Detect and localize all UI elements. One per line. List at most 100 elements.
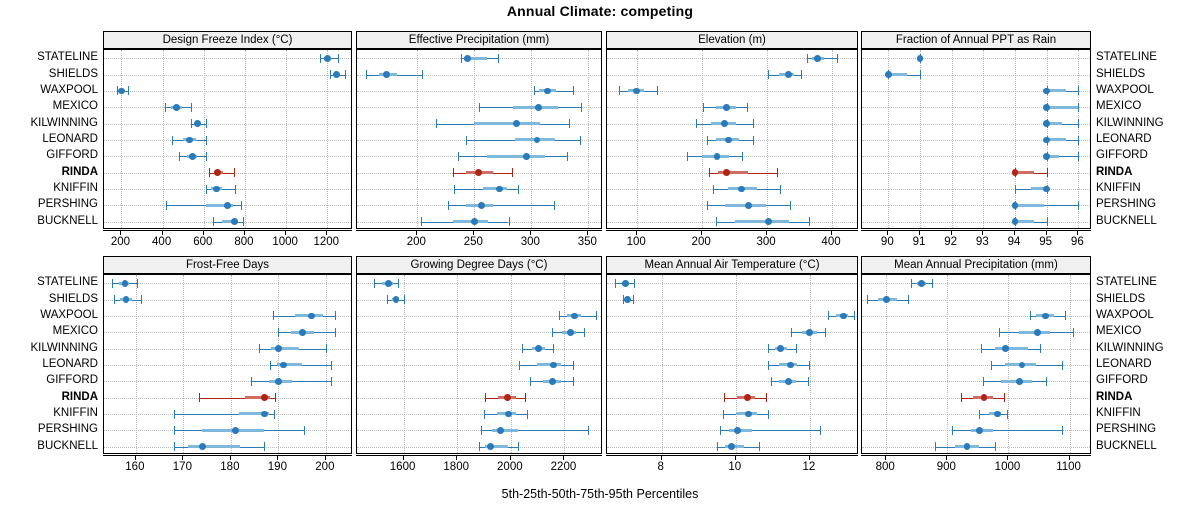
axis-tick [563, 455, 565, 460]
cap-95th [753, 135, 755, 145]
percentile-marker-growing-degree-days-gifford [357, 275, 601, 453]
cap-5th [452, 168, 454, 178]
median-dot-50th [1043, 103, 1051, 111]
panel-strip-title-fraction-annual-ppt-rain: Fraction of Annual PPT as Rain [861, 31, 1091, 49]
percentile-marker-design-freeze-index-stateline [104, 50, 351, 228]
cap-95th [854, 311, 856, 321]
percentile-marker-growing-degree-days-mexico [357, 275, 601, 453]
whisker-5th-95th [952, 430, 1063, 432]
cap-95th [809, 360, 811, 370]
percentile-marker-mean-annual-air-temperature-leonard [607, 275, 857, 453]
gridline-vertical [767, 50, 769, 228]
median-dot-50th [1011, 202, 1019, 209]
percentile-marker-design-freeze-index-rinda [104, 50, 351, 228]
cap-95th [335, 311, 337, 321]
gridline-vertical [809, 275, 811, 453]
median-dot-50th [212, 185, 220, 193]
axis-tick [229, 455, 231, 460]
median-dot-50th [744, 394, 752, 402]
bar-25th-75th [537, 363, 561, 367]
axis-tick [587, 230, 589, 235]
axis-tick [202, 230, 204, 235]
bar-25th-75th [1046, 105, 1079, 109]
gridline-vertical [286, 50, 288, 228]
median-dot-50th [882, 296, 890, 303]
cap-95th [1046, 168, 1048, 178]
axis-tick [416, 230, 418, 235]
gridline-horizontal [862, 107, 1090, 109]
percentile-marker-effective-precipitation-leonard [357, 50, 601, 228]
gridline-horizontal [607, 348, 857, 350]
percentile-marker-mean-annual-precipitation-gifford [862, 275, 1090, 453]
gridline-vertical [244, 50, 246, 228]
cap-95th [128, 86, 130, 96]
cap-95th [421, 70, 423, 80]
percentile-marker-design-freeze-index-waxpool [104, 50, 351, 228]
cap-5th [558, 311, 560, 321]
cap-95th [191, 102, 193, 112]
cap-5th [259, 344, 261, 354]
gridline-vertical [983, 50, 985, 228]
median-dot-50th [734, 427, 742, 434]
site-label-bucknell: BUCKNELL [37, 439, 98, 452]
cap-95th [746, 102, 748, 112]
percentile-marker-elevation-kilwinning [607, 50, 857, 228]
cap-5th [713, 184, 715, 194]
median-dot-50th [523, 152, 531, 160]
site-label-kilwinning: KILWINNING [30, 341, 98, 354]
cap-95th [304, 425, 306, 435]
axis-tick-label: 1000 [994, 461, 1021, 473]
percentile-marker-mean-annual-precipitation-kilwinning [862, 275, 1090, 453]
median-dot-50th [994, 410, 1001, 418]
axis-tick [1077, 230, 1079, 235]
axis-tick [946, 455, 948, 460]
site-label-pershing: PERSHING [37, 198, 98, 211]
median-dot-50th [738, 185, 746, 193]
gridline-horizontal [357, 283, 601, 285]
cap-95th [752, 119, 754, 129]
site-label-bucknell: BUCKNELL [1096, 214, 1157, 227]
median-dot-50th [1043, 87, 1051, 95]
median-dot-50th [533, 136, 541, 144]
axis-tick [887, 230, 889, 235]
percentile-marker-fraction-annual-ppt-rain-kniffin [862, 50, 1090, 228]
site-label-kniffin: KNIFFIN [1096, 407, 1141, 420]
gridline-horizontal [607, 90, 857, 92]
median-dot-50th [744, 202, 752, 209]
gridline-horizontal [357, 90, 601, 92]
cap-95th [325, 344, 327, 354]
gridline-vertical [162, 50, 164, 228]
percentile-marker-fraction-annual-ppt-rain-gifford [862, 50, 1090, 228]
axis-tick [402, 455, 404, 460]
axis-tick [243, 230, 245, 235]
percentile-marker-elevation-pershing [607, 50, 857, 228]
median-dot-50th [333, 71, 341, 78]
cap-5th [173, 442, 175, 452]
median-dot-50th [534, 103, 542, 111]
x-axis-fraction-annual-ppt-rain: 90 91 92 93 94 95 96 [861, 230, 1091, 252]
site-label-stateline: STATELINE [37, 276, 98, 289]
median-dot-50th [745, 410, 753, 418]
cap-95th [1072, 327, 1074, 337]
median-dot-50th [1002, 345, 1009, 353]
axis-tick-label: 250 [463, 236, 483, 248]
percentile-marker-mean-annual-precipitation-bucknell [862, 275, 1090, 453]
percentile-marker-fraction-annual-ppt-rain-waxpool [862, 50, 1090, 228]
median-dot-50th [916, 54, 924, 62]
axis-tick [182, 455, 184, 460]
percentile-marker-fraction-annual-ppt-rain-leonard [862, 50, 1090, 228]
percentile-marker-design-freeze-index-gifford [104, 50, 351, 228]
cap-5th [807, 53, 809, 63]
cap-5th [707, 135, 709, 145]
gridline-vertical [510, 275, 512, 453]
cap-95th [907, 295, 909, 305]
axis-tick-label: 100 [626, 236, 646, 248]
percentile-marker-frost-free-days-rinda [104, 275, 351, 453]
site-label-kniffin: KNIFFIN [53, 407, 98, 420]
cap-5th [770, 376, 772, 386]
gridline-vertical [1069, 275, 1071, 453]
cap-5th [952, 425, 954, 435]
plot-area-frost-free-days [103, 274, 352, 454]
site-label-gifford: GIFFORD [1096, 149, 1148, 162]
median-dot-50th [477, 202, 485, 209]
